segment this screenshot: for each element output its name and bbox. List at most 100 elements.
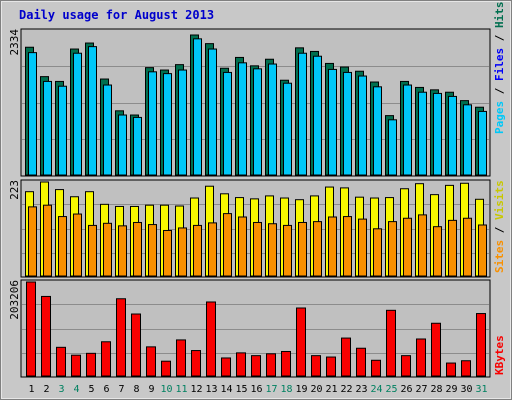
visits-sites-bar [448,219,457,277]
kbytes-panel-legend: KBytes [493,335,506,375]
legend-sites: Sites [493,240,506,273]
hits-files-bar [418,91,427,176]
kbytes-kbytes-bar [26,281,36,377]
x-tick-label: 17 [265,384,277,395]
x-tick-label: 6 [103,384,109,395]
hits-files-bar [343,71,352,176]
visits-sites-bar [118,225,127,277]
hits-files-bar [298,52,307,176]
visits-sites-bar [298,221,307,277]
hits-files-bar [373,86,382,176]
hits-files-bar [448,95,457,176]
hits-files-bar [118,114,127,176]
kbytes-kbytes-bar [251,355,261,377]
visits-sites-bar [88,224,97,277]
visits-sites-bar [28,206,37,277]
kbytes-kbytes-bar [131,313,141,377]
kbytes-kbytes-bar [41,295,51,377]
x-tick-label: 29 [445,384,457,395]
x-tick-label: 19 [295,384,307,395]
hits-files-bar [478,110,487,176]
visits-sites-bar [238,216,247,277]
kbytes-kbytes-bar [371,359,381,377]
legend-files: Files [493,48,506,81]
visits-sites-bar [373,228,382,277]
visits-sites-bar [58,216,67,277]
kbytes-kbytes-bar [431,322,441,377]
kbytes-kbytes-bar [266,353,276,377]
hits-files-bar [133,116,142,176]
visits-sites-bar [148,224,157,277]
x-tick-label: 2 [43,384,49,395]
hits-max-label: 2334 [8,29,21,56]
hits-files-bar [283,82,292,176]
x-tick-label: 4 [73,384,79,395]
x-tick-label: 10 [160,384,172,395]
x-tick-label: 14 [220,384,232,395]
visits-panel-legend: Sites / Visits [493,180,506,273]
x-tick-label: 21 [325,384,337,395]
x-tick-label: 18 [280,384,292,395]
x-tick-label: 30 [460,384,472,395]
hits-files-bar [58,85,67,176]
x-tick-label: 22 [340,384,352,395]
chart-title: Daily usage for August 2013 [19,8,214,22]
visits-sites-bar [253,221,262,277]
hits-files-bar [238,62,247,176]
x-tick-label: 8 [133,384,139,395]
visits-sites-bar [103,222,112,277]
visits-sites-bar [433,226,442,277]
visits-sites-bar [163,229,172,277]
kbytes-kbytes-bar [461,360,471,377]
x-tick-label: 15 [235,384,247,395]
kbytes-kbytes-bar [356,347,366,377]
kbytes-kbytes-bar [191,350,201,377]
x-tick-label: 26 [400,384,412,395]
hits-panel-legend: Pages / Files / Hits [493,2,506,135]
x-tick-label: 9 [148,384,154,395]
kbytes-kbytes-bar [71,354,81,377]
x-tick-label: 3 [58,384,64,395]
kbytes-kbytes-bar [446,362,456,377]
x-tick-label: 11 [175,384,187,395]
hits-files-bar [163,73,172,176]
visits-sites-bar [223,213,232,277]
hits-files-bar [358,75,367,176]
kbytes-kbytes-bar [311,355,321,377]
kbytes-kbytes-bar [416,338,426,377]
visits-sites-bar [358,218,367,277]
visits-sites-bar [388,221,397,277]
kbytes-kbytes-bar [236,352,246,377]
hits-files-bar [43,80,52,176]
visits-max-label: 223 [8,180,21,200]
legend-visits: Visits [493,180,506,220]
kbytes-kbytes-bar [386,309,396,377]
visits-sites-bar [133,221,142,277]
x-tick-label: 16 [250,384,262,395]
legend-pages: Pages [493,101,506,134]
kbytes-kbytes-bar [146,346,156,377]
kbytes-kbytes-bar [116,298,126,377]
x-tick-label: 5 [88,384,94,395]
kbytes-kbytes-bar [206,301,216,377]
visits-sites-bar [208,222,217,277]
visits-sites-bar [178,227,187,277]
hits-files-bar [403,84,412,176]
kbytes-kbytes-bar [221,357,231,377]
hits-files-bar [253,68,262,176]
visits-sites-bar [43,204,52,277]
hits-files-bar [208,48,217,176]
kbytes-kbytes-bar [476,313,486,377]
kbytes-kbytes-bar [401,355,411,377]
hits-files-bar [103,84,112,176]
visits-sites-bar [283,224,292,277]
x-tick-label: 7 [118,384,124,395]
legend-hits: Hits [493,2,506,29]
kbytes-kbytes-bar [161,360,171,377]
x-tick-label: 28 [430,384,442,395]
visits-sites-bar [463,217,472,277]
hits-files-bar [463,104,472,176]
hits-files-bar [193,38,202,176]
hits-files-bar [223,71,232,176]
